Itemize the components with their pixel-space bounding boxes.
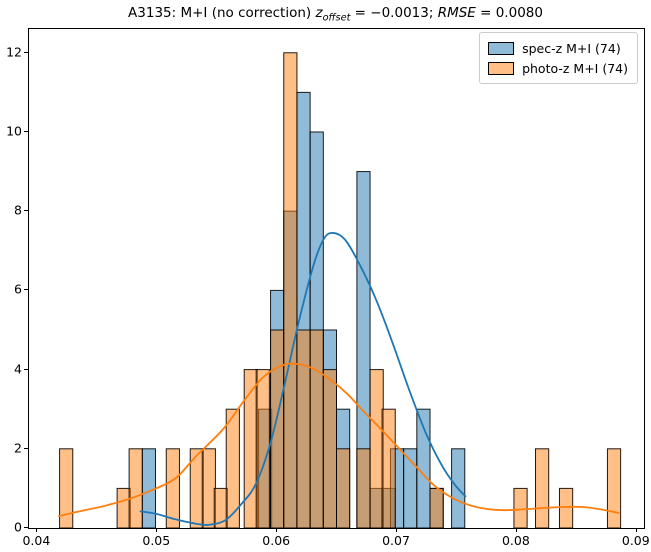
title-rmse-value: = 0.0080	[475, 5, 543, 21]
photo-z-hist-bar	[59, 448, 74, 528]
photo-z-hist-bar	[243, 369, 258, 528]
photo-z-hist-bar	[128, 448, 143, 528]
photo-z-hist-bar	[283, 52, 298, 528]
x-tick-mark	[635, 528, 637, 532]
x-tick-label: 0.06	[262, 533, 291, 548]
title-z-value: = −0.0013;	[350, 5, 438, 21]
legend-label-spec-z: spec-z M+I (74)	[522, 40, 621, 56]
photo-z-hist-bar	[165, 448, 180, 528]
photo-z-hist-bar	[356, 448, 371, 528]
y-tick-mark	[24, 368, 28, 370]
photo-z-hist-bar	[201, 448, 216, 528]
y-tick-label: 10	[6, 123, 22, 139]
y-tick-label: 2	[14, 440, 22, 456]
x-tick-label: 0.08	[501, 533, 530, 548]
y-tick-mark	[24, 51, 28, 53]
x-tick-mark	[515, 528, 517, 532]
photo-z-hist-bar	[225, 408, 240, 528]
photo-z-swatch	[488, 61, 515, 75]
spec-z-hist-bar	[356, 171, 371, 528]
photo-z-hist-bar	[369, 369, 384, 528]
title-prefix: A3135: M+I (no correction)	[128, 5, 316, 21]
photo-z-hist-bar	[116, 487, 131, 528]
photo-z-hist-bar	[270, 329, 285, 528]
photo-z-hist-bar	[535, 448, 550, 528]
title-z-var: z	[315, 5, 323, 21]
y-tick-label: 6	[14, 281, 22, 297]
y-tick-label: 12	[6, 44, 22, 60]
photo-z-hist-bar	[336, 448, 351, 528]
photo-z-hist-bar	[513, 487, 528, 528]
photo-z-hist-bar	[606, 448, 622, 528]
y-tick-label: 4	[14, 361, 22, 377]
photo-z-hist-bar	[255, 369, 270, 528]
photo-z-hist-bar	[309, 329, 324, 528]
x-tick-label: 0.05	[142, 533, 171, 548]
plot-area: spec-z M+I (74) photo-z M+I (74)	[28, 28, 645, 529]
y-tick-mark	[24, 447, 28, 449]
histogram-canvas	[58, 52, 622, 528]
x-tick-mark	[156, 528, 158, 532]
y-tick-mark	[24, 289, 28, 291]
legend-label-photo-z: photo-z M+I (74)	[522, 60, 628, 76]
legend: spec-z M+I (74) photo-z M+I (74)	[479, 32, 638, 84]
y-tick-label: 0	[14, 519, 22, 535]
y-tick-mark	[24, 210, 28, 212]
x-tick-label: 0.09	[621, 533, 650, 548]
photo-z-hist-bar	[296, 329, 311, 528]
chart-title: A3135: M+I (no correction) zoffset = −0.…	[28, 5, 643, 24]
photo-z-hist-bar	[429, 487, 444, 528]
x-tick-mark	[396, 528, 397, 532]
spec-z-kde-curve	[139, 232, 467, 526]
y-tick-mark	[24, 527, 28, 528]
legend-item-spec-z: spec-z M+I (74)	[488, 38, 628, 58]
spec-z-swatch	[488, 41, 515, 55]
y-tick-label: 8	[14, 202, 22, 218]
legend-item-photo-z: photo-z M+I (74)	[488, 58, 628, 78]
photo-z-hist-bar	[558, 487, 574, 528]
x-tick-mark	[36, 528, 38, 532]
x-tick-mark	[276, 528, 278, 532]
photo-z-hist-bar	[322, 369, 337, 528]
title-z-sub: offset	[322, 12, 351, 24]
title-rmse-label: RMSE	[437, 5, 476, 21]
spec-z-hist-bar	[141, 448, 156, 528]
x-tick-label: 0.04	[22, 533, 51, 548]
y-tick-mark	[24, 131, 28, 132]
photo-z-kde-curve	[58, 362, 620, 517]
x-tick-label: 0.07	[382, 533, 410, 548]
photo-z-hist-bar	[381, 408, 396, 528]
